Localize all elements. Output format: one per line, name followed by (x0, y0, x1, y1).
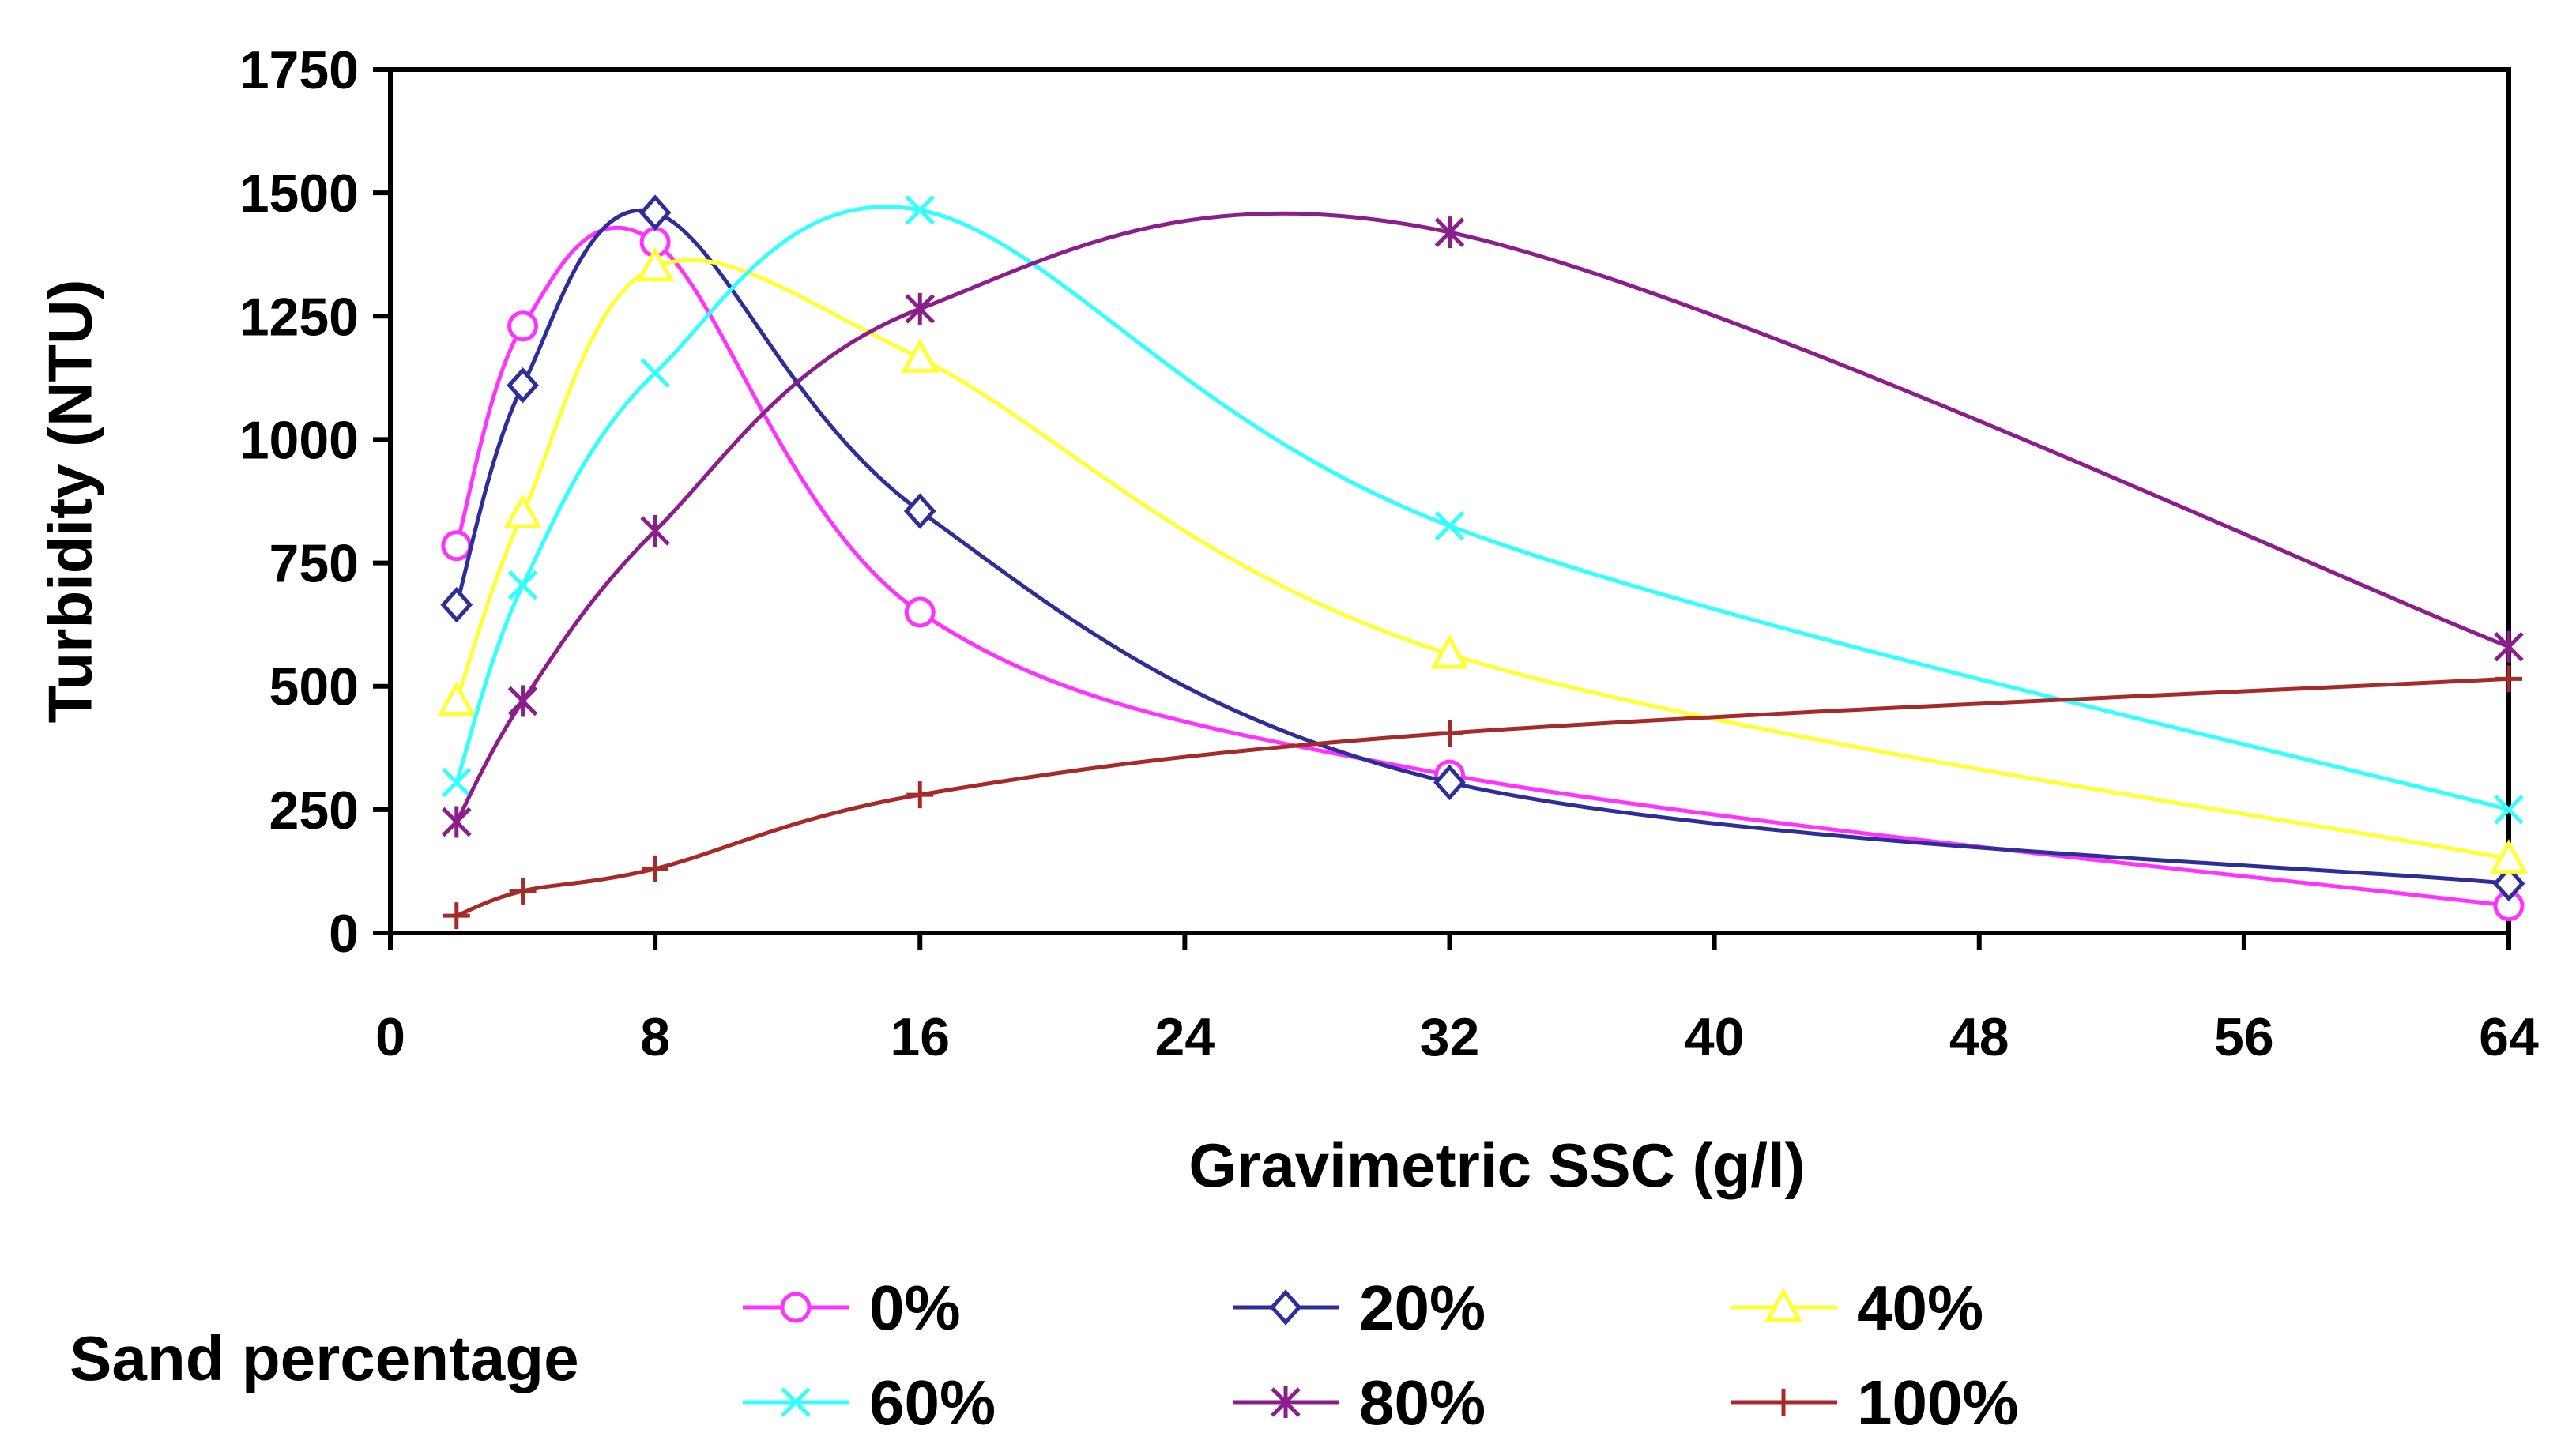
data-point (640, 358, 670, 388)
y-tick-label: 1250 (239, 287, 359, 347)
x-tick-label: 32 (1420, 1007, 1480, 1067)
data-point (443, 902, 470, 930)
legend-item: 40% (1731, 1273, 1983, 1343)
data-point (2494, 630, 2524, 663)
legend-title: Sand percentage (70, 1323, 579, 1393)
series-60-pct (442, 195, 2524, 825)
data-point (503, 493, 542, 528)
x-tick-label: 40 (1685, 1007, 1745, 1067)
legend-label: 60% (869, 1367, 996, 1438)
data-point (905, 195, 936, 225)
data-point (901, 338, 940, 373)
series-80-pct (442, 211, 2524, 838)
legend-item: 60% (743, 1367, 996, 1438)
y-tick-label: 0 (329, 904, 359, 964)
y-tick-label: 1000 (239, 410, 359, 470)
data-point (442, 767, 472, 798)
legend-label: 0% (869, 1273, 961, 1343)
series-line (455, 676, 2510, 918)
data-point (642, 855, 669, 882)
series-20-pct (440, 194, 2525, 902)
data-point (904, 596, 936, 628)
data-point (507, 310, 539, 342)
data-point (2494, 795, 2524, 825)
legend-marker (780, 1292, 812, 1323)
data-point (906, 781, 934, 809)
legend: Sand percentage 0% 20% 40% 60% 80% 100% (70, 1273, 2019, 1438)
x-tick-label: 0 (375, 1007, 405, 1067)
data-point (903, 493, 936, 529)
y-tick-label: 500 (269, 657, 359, 717)
y-axis: 0 250 500 750 1000 1250 1500 1750 (239, 40, 390, 964)
x-tick-label: 16 (890, 1007, 950, 1067)
data-point (440, 586, 473, 623)
data-point (507, 570, 538, 600)
data-point (1434, 216, 1465, 249)
series-100-pct (443, 665, 2522, 930)
x-tick-label: 24 (1155, 1007, 1215, 1067)
legend-item: 20% (1233, 1273, 1486, 1343)
legend-marker (1271, 1386, 1301, 1418)
y-tick-label: 1750 (239, 40, 359, 100)
data-point (1434, 510, 1465, 541)
data-point (1436, 720, 1463, 747)
y-tick-label: 250 (269, 780, 359, 841)
y-axis-title: Turbidity (NTU) (36, 280, 105, 724)
data-point (509, 877, 537, 905)
x-axis-title: Gravimetric SSC (g/l) (1188, 1130, 1805, 1200)
legend-marker (1764, 1287, 1803, 1322)
data-point (638, 194, 672, 231)
x-tick-label: 56 (2214, 1007, 2274, 1067)
legend-marker (1770, 1389, 1797, 1416)
data-point (640, 514, 670, 547)
series-line (454, 211, 2510, 823)
x-tick-label: 8 (640, 1007, 670, 1067)
data-point (2492, 865, 2525, 902)
data-point (1430, 634, 1469, 669)
data-point (437, 681, 476, 716)
legend-label: 100% (1857, 1367, 2019, 1438)
legend-label: 40% (1857, 1273, 1983, 1343)
legend-item: 100% (1731, 1367, 2019, 1438)
legend-item: 0% (743, 1273, 961, 1343)
data-point (442, 806, 472, 838)
y-tick-label: 750 (269, 534, 359, 594)
legend-label: 20% (1359, 1273, 1486, 1343)
x-tick-label: 64 (2479, 1007, 2539, 1067)
series-40-pct (437, 246, 2529, 874)
series-line (454, 205, 2510, 812)
data-point (441, 530, 473, 562)
y-tick-label: 1500 (239, 164, 359, 224)
data-point (635, 246, 675, 282)
data-point (2489, 839, 2529, 874)
data-point (2495, 665, 2522, 693)
series-line (454, 258, 2510, 861)
data-point (507, 685, 538, 717)
data-point (905, 292, 936, 325)
legend-label: 80% (1359, 1367, 1486, 1438)
series-group (437, 194, 2529, 930)
data-point (1433, 764, 1466, 801)
legend-item: 80% (1233, 1367, 1486, 1438)
legend-marker (1269, 1289, 1302, 1326)
data-point (507, 367, 539, 404)
x-axis: 0 8 16 24 32 40 48 56 64 (375, 933, 2539, 1067)
x-tick-label: 48 (1949, 1007, 2009, 1067)
legend-marker (781, 1387, 811, 1417)
